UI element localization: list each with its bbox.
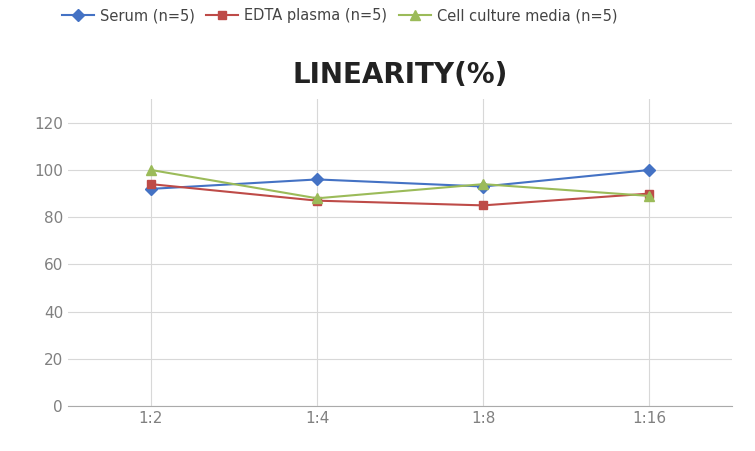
Serum (n=5) — [313, 177, 322, 182]
Line: Serum (n=5): Serum (n=5) — [146, 166, 654, 193]
Cell culture media (n=5) — [479, 181, 488, 187]
EDTA plasma (n=5) — [479, 202, 488, 208]
Serum (n=5) — [146, 186, 156, 192]
Legend: Serum (n=5), EDTA plasma (n=5), Cell culture media (n=5): Serum (n=5), EDTA plasma (n=5), Cell cul… — [62, 9, 618, 23]
Line: Cell culture media (n=5): Cell culture media (n=5) — [146, 165, 654, 203]
EDTA plasma (n=5) — [645, 191, 654, 196]
Serum (n=5) — [479, 184, 488, 189]
Line: EDTA plasma (n=5): EDTA plasma (n=5) — [146, 180, 654, 210]
Cell culture media (n=5) — [313, 196, 322, 201]
Cell culture media (n=5) — [645, 193, 654, 198]
Title: LINEARITY(%): LINEARITY(%) — [292, 60, 508, 88]
EDTA plasma (n=5) — [313, 198, 322, 203]
Serum (n=5) — [645, 167, 654, 173]
EDTA plasma (n=5) — [146, 181, 156, 187]
Cell culture media (n=5) — [146, 167, 156, 173]
